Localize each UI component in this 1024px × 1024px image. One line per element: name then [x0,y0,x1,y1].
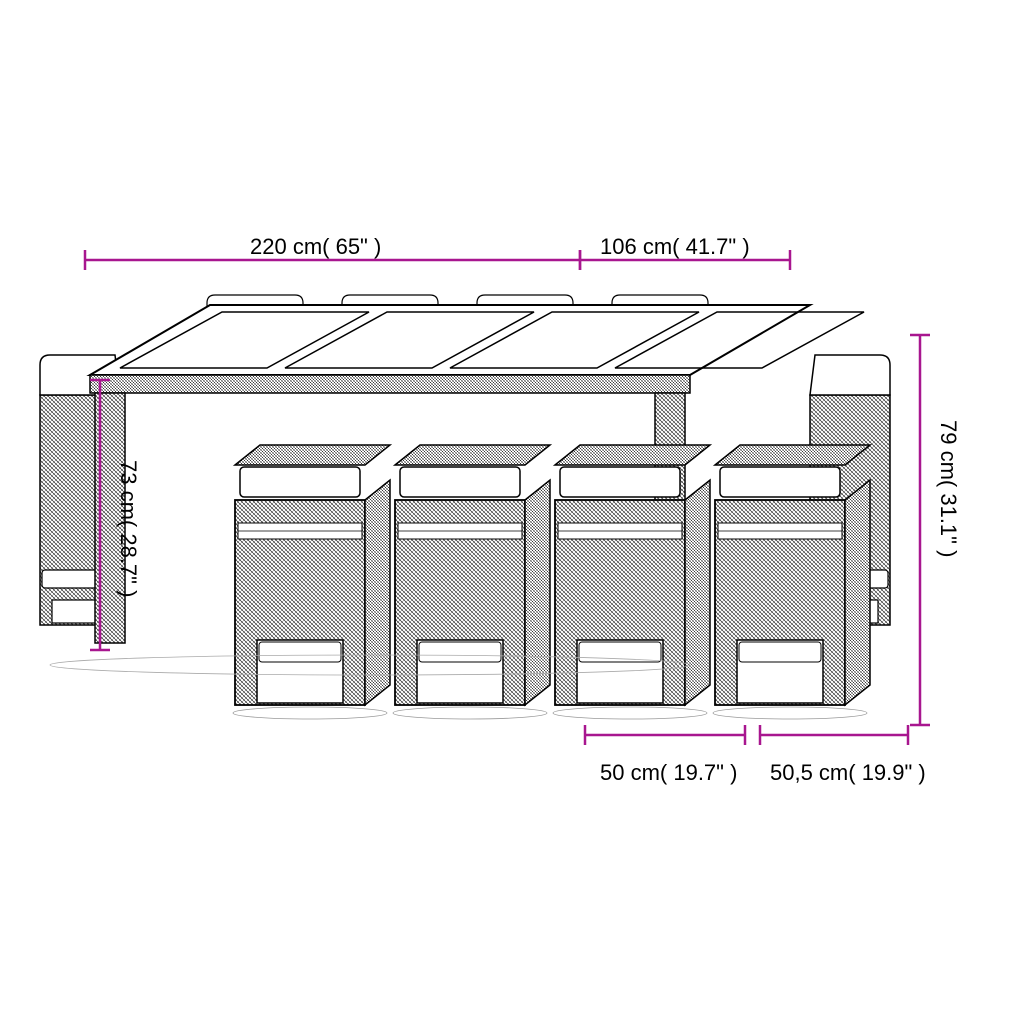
dimension-table-length: 220 cm( 65" ) [250,234,381,260]
dimension-chair-width: 50,5 cm( 19.9" ) [770,760,926,786]
dimension-chair-height: 79 cm( 31.1" ) [935,420,961,557]
furniture-svg [0,0,1024,1024]
diagram-canvas: 220 cm( 65" ) 106 cm( 41.7" ) 73 cm( 28.7"… [0,0,1024,1024]
dimension-table-height: 73 cm( 28.7" ) [115,460,141,597]
dimension-chair-depth: 50 cm( 19.7" ) [600,760,737,786]
dimension-table-depth: 106 cm( 41.7" ) [600,234,750,260]
